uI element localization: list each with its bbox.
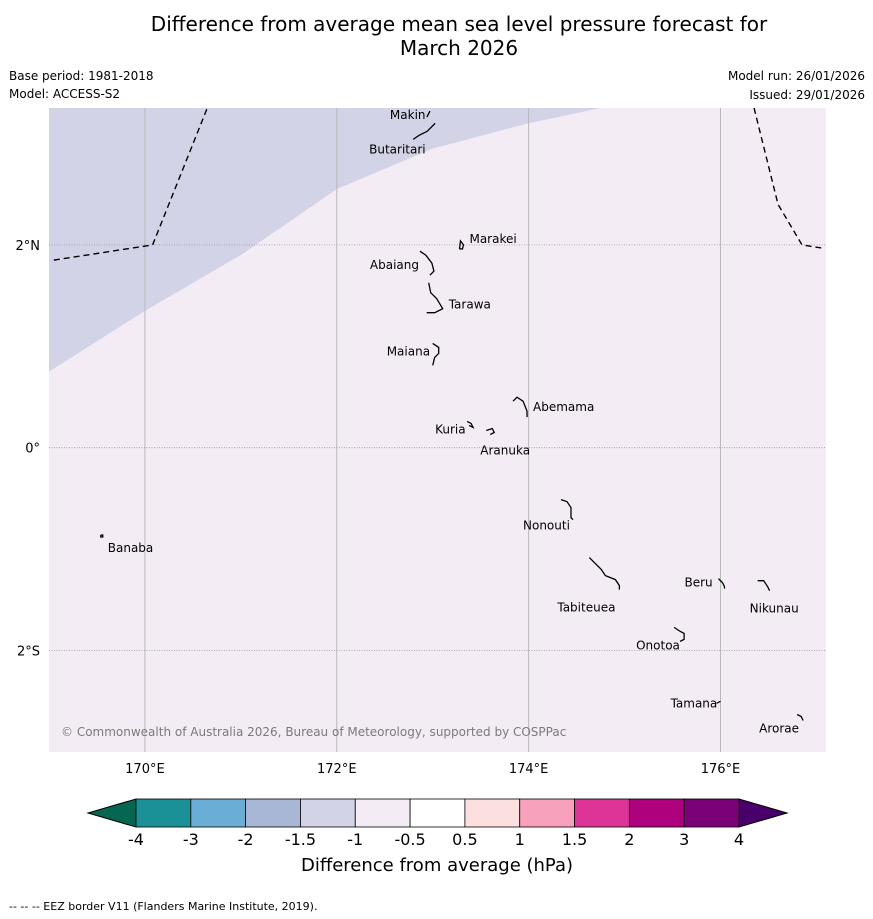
colorbar-tick-label: -1.5 <box>285 830 316 849</box>
island-label-marakei: Marakei <box>469 232 516 246</box>
island-outline-makin <box>426 110 431 118</box>
island-label-abaiang: Abaiang <box>370 258 419 272</box>
eez-border-line <box>753 108 822 249</box>
colorbar-swatch <box>135 798 192 828</box>
title-line-2: March 2026 <box>399 36 519 60</box>
colorbar-tick-label: -4 <box>128 830 144 849</box>
island-outline-nonouti <box>560 499 574 521</box>
base-period: Base period: 1981-2018 <box>9 69 154 83</box>
longitude-tick-label: 170°E <box>125 762 165 777</box>
island-outline-tabiteuea <box>588 557 621 590</box>
latitude-tick-label: 2°N <box>16 239 41 254</box>
island-label-onotoa: Onotoa <box>636 638 680 652</box>
copyright-text: © Commonwealth of Australia 2026, Bureau… <box>61 725 566 739</box>
island-outline-tamana <box>716 700 721 704</box>
map-area <box>49 108 826 752</box>
colorbar-tick-label: 0.5 <box>452 830 477 849</box>
longitude-tick-label: 174°E <box>509 762 549 777</box>
latitude-tick-label: 0° <box>25 442 40 457</box>
island-label-makin: Makin <box>390 108 426 122</box>
region-minus1.5-to-minus1 <box>49 108 601 372</box>
colorbar-tick-label: 2 <box>624 830 634 849</box>
island-outline-maiana <box>432 342 440 366</box>
island-outline-abaiang <box>419 250 435 276</box>
island-label-abemama: Abemama <box>533 400 594 414</box>
island-outline-abemama <box>512 396 528 418</box>
colorbar-swatch <box>628 798 685 828</box>
island-outline-banaba <box>100 534 104 538</box>
colorbar-swatch <box>300 798 356 828</box>
colorbar-tick-label: 1.5 <box>562 830 587 849</box>
island-label-banaba: Banaba <box>108 541 154 555</box>
island-label-arorae: Arorae <box>759 722 799 736</box>
colorbar-tick-label: 1 <box>515 830 525 849</box>
eez-footnote: -- -- -- EEZ border V11 (Flanders Marine… <box>9 900 318 913</box>
island-label-beru: Beru <box>684 576 712 590</box>
island-label-aranuka: Aranuka <box>480 444 530 458</box>
island-outline-butaritari <box>412 122 436 140</box>
colorbar-tick-label: -3 <box>183 830 199 849</box>
colorbar-tick-label: -0.5 <box>394 830 425 849</box>
island-label-nikunau: Nikunau <box>750 602 799 616</box>
longitude-tick-label: 172°E <box>317 762 357 777</box>
colorbar-title: Difference from average (hPa) <box>301 855 573 876</box>
colorbar-swatch <box>190 798 247 828</box>
island-label-kuria: Kuria <box>435 422 466 436</box>
island-label-tarawa: Tarawa <box>448 298 491 312</box>
island-label-nonouti: Nonouti <box>523 519 570 533</box>
island-label-tamana: Tamana <box>670 696 718 710</box>
colorbar-under-arrow <box>86 798 137 828</box>
island-outline-beru <box>718 578 726 589</box>
colorbar-swatch <box>464 798 521 828</box>
colorbar-swatch <box>519 798 575 828</box>
eez-border-line <box>53 108 208 261</box>
island-outline-onotoa <box>673 626 685 642</box>
island-outline-kuria <box>466 420 475 429</box>
island-label-maiana: Maiana <box>387 344 430 358</box>
longitude-tick-label: 176°E <box>701 762 741 777</box>
colorbar-tick-label: -2 <box>238 830 254 849</box>
island-outline-aranuka <box>486 427 496 436</box>
island-outline-marakei <box>458 239 465 250</box>
title-line-1: Difference from average mean sea level p… <box>150 12 768 36</box>
island-label-tabiteuea: Tabiteuea <box>556 601 615 615</box>
colorbar-tick-label: 4 <box>734 830 744 849</box>
colorbar-swatch <box>409 798 466 828</box>
latitude-tick-label: 2°S <box>17 645 40 660</box>
colorbar-tick-label: 3 <box>679 830 689 849</box>
island-label-butaritari: Butaritari <box>369 142 426 156</box>
issued-date: Issued: 29/01/2026 <box>749 88 865 102</box>
colorbar-swatch <box>683 798 740 828</box>
chart-title: Difference from average mean sea level p… <box>0 12 873 60</box>
colorbar-swatch <box>574 798 630 828</box>
colorbar-swatch <box>245 798 301 828</box>
model-run: Model run: 26/01/2026 <box>727 69 865 83</box>
model-name: Model: ACCESS-S2 <box>9 87 121 101</box>
colorbar-tick-label: -1 <box>347 830 363 849</box>
island-outline-nikunau <box>757 580 771 591</box>
colorbar-swatch <box>354 798 411 828</box>
island-outline-arorae <box>796 713 804 721</box>
colorbar-over-arrow <box>738 798 789 828</box>
island-outline-tarawa <box>426 282 444 314</box>
